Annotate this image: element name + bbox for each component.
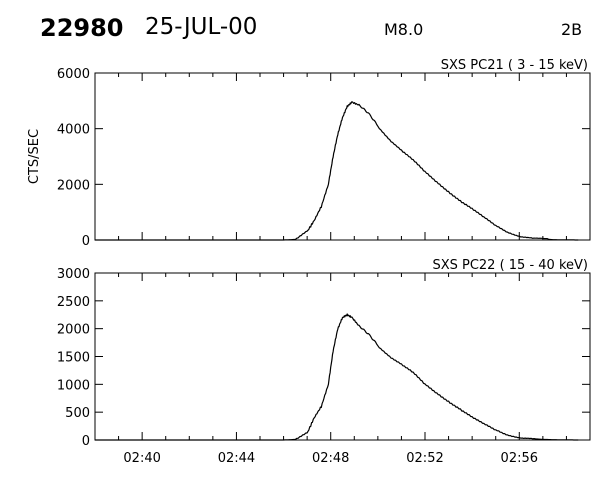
y-tick-label: 0 — [82, 434, 90, 449]
y-tick-label: 6000 — [57, 67, 90, 82]
panel-title-2: SXS PC22 ( 15 - 40 keV) — [432, 258, 588, 273]
y-axis-label: CTS/SEC — [27, 129, 42, 184]
y-tick-label: 2000 — [57, 323, 90, 338]
y-tick-label: 0 — [82, 234, 90, 249]
x-tick-label: 02:48 — [312, 451, 349, 466]
x-tick-label: 02:52 — [406, 451, 443, 466]
y-tick-label: 2000 — [57, 178, 90, 193]
event-date: 25-JUL-00 — [145, 14, 258, 40]
y-tick-label: 1500 — [57, 351, 90, 366]
series-line-1 — [95, 101, 579, 241]
plot-frame-2 — [94, 272, 591, 441]
event-id: 22980 — [40, 14, 124, 42]
y-tick-label: 1000 — [57, 378, 90, 393]
x-tick-label: 02:40 — [123, 451, 160, 466]
y-tick-label: 2500 — [57, 295, 90, 310]
y-tick-label: 3000 — [57, 267, 90, 282]
y-tick-label: 4000 — [57, 123, 90, 138]
flare-class: M8.0 — [384, 20, 424, 39]
x-tick-label: 02:56 — [501, 451, 538, 466]
plot-frame-1 — [94, 72, 591, 241]
series-line-2 — [95, 313, 579, 441]
panel-title-1: SXS PC21 ( 3 - 15 keV) — [441, 58, 588, 73]
y-tick-label: 500 — [65, 406, 90, 421]
h-alpha-class: 2B — [561, 20, 583, 39]
x-tick-label: 02:44 — [218, 451, 255, 466]
